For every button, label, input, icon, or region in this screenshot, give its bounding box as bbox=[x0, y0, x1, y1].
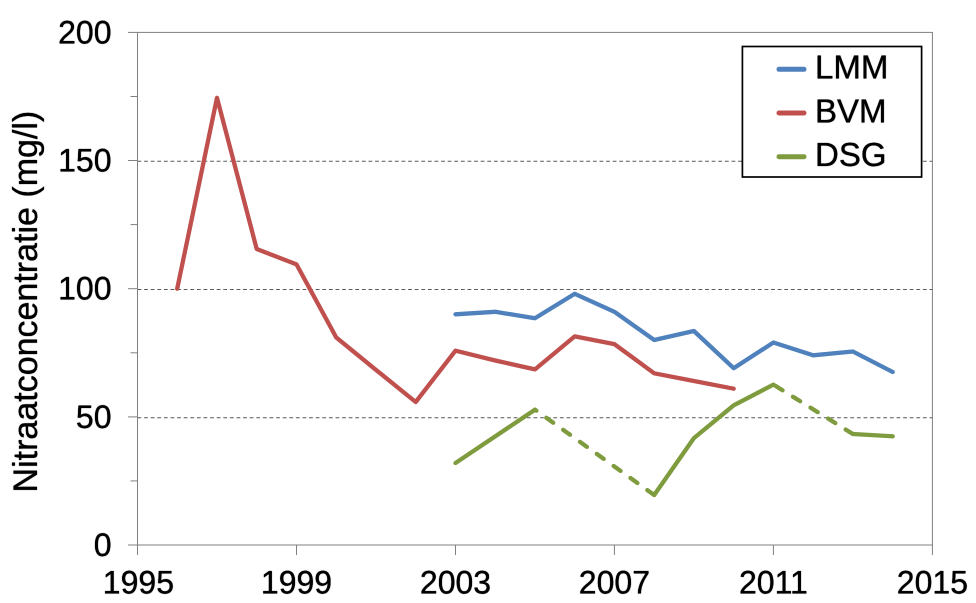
svg-text:100: 100 bbox=[58, 271, 111, 307]
svg-text:2011: 2011 bbox=[739, 565, 808, 601]
svg-text:1999: 1999 bbox=[261, 565, 332, 601]
svg-text:200: 200 bbox=[58, 14, 111, 50]
svg-text:LMM: LMM bbox=[815, 49, 888, 86]
svg-text:1995: 1995 bbox=[103, 565, 174, 601]
svg-text:DSG: DSG bbox=[815, 136, 887, 173]
svg-text:BVM: BVM bbox=[815, 92, 887, 129]
svg-text:0: 0 bbox=[94, 527, 112, 563]
svg-text:Nitraatconcentratie (mg/l): Nitraatconcentratie (mg/l) bbox=[7, 111, 45, 493]
svg-text:2015: 2015 bbox=[897, 565, 968, 601]
svg-text:50: 50 bbox=[76, 399, 112, 435]
svg-text:2007: 2007 bbox=[579, 565, 650, 601]
svg-text:150: 150 bbox=[58, 143, 111, 179]
svg-text:2003: 2003 bbox=[420, 565, 491, 601]
